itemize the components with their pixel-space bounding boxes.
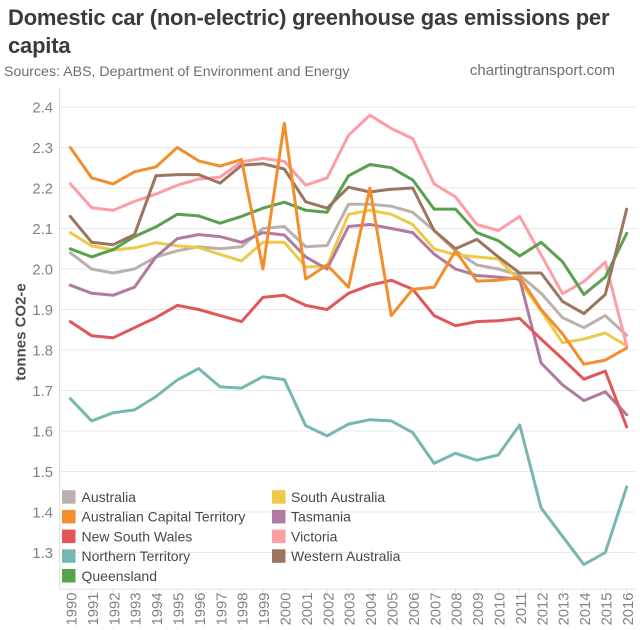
svg-text:1994: 1994	[150, 593, 166, 626]
svg-text:2003: 2003	[343, 593, 359, 626]
svg-text:2.2: 2.2	[32, 181, 53, 197]
svg-text:1997: 1997	[214, 593, 230, 626]
svg-text:Queensland: Queensland	[82, 568, 158, 584]
svg-text:1.9: 1.9	[32, 303, 53, 319]
svg-text:1999: 1999	[257, 593, 273, 626]
svg-text:1990: 1990	[65, 593, 81, 626]
svg-text:1991: 1991	[86, 593, 102, 626]
svg-text:2010: 2010	[493, 593, 509, 626]
svg-text:2.3: 2.3	[32, 141, 53, 157]
svg-text:2.4: 2.4	[32, 100, 53, 116]
svg-text:2.0: 2.0	[32, 262, 53, 278]
svg-text:Victoria: Victoria	[291, 528, 338, 544]
svg-text:2007: 2007	[428, 593, 444, 626]
svg-text:1.6: 1.6	[32, 424, 53, 440]
svg-text:2014: 2014	[578, 593, 594, 626]
svg-text:Tasmania: Tasmania	[291, 509, 351, 525]
svg-text:1993: 1993	[129, 593, 145, 626]
svg-text:2002: 2002	[321, 593, 337, 626]
svg-text:Australian Capital Territory: Australian Capital Territory	[82, 509, 246, 525]
svg-text:2016: 2016	[621, 593, 637, 626]
svg-text:2004: 2004	[364, 593, 380, 626]
svg-text:1.8: 1.8	[32, 343, 53, 359]
svg-text:1992: 1992	[107, 593, 123, 626]
svg-text:2011: 2011	[514, 593, 530, 625]
svg-text:1995: 1995	[172, 593, 188, 626]
svg-text:tonnes CO2-e: tonnes CO2-e	[13, 283, 30, 381]
svg-text:1996: 1996	[193, 593, 209, 626]
svg-text:2001: 2001	[300, 593, 316, 626]
svg-text:1.4: 1.4	[32, 505, 53, 521]
svg-text:1.3: 1.3	[32, 546, 53, 562]
svg-text:2.1: 2.1	[32, 222, 53, 238]
svg-text:1.5: 1.5	[32, 465, 53, 481]
svg-text:South Australia: South Australia	[291, 489, 385, 505]
svg-text:New South Wales: New South Wales	[82, 528, 193, 544]
svg-text:2006: 2006	[407, 593, 423, 626]
svg-text:2008: 2008	[450, 593, 466, 626]
svg-text:2012: 2012	[535, 593, 551, 626]
svg-text:2000: 2000	[279, 593, 295, 626]
svg-text:Western Australia: Western Australia	[291, 548, 401, 564]
svg-text:2005: 2005	[386, 593, 402, 626]
svg-text:2009: 2009	[471, 593, 487, 626]
svg-text:Northern Territory: Northern Territory	[82, 548, 191, 564]
svg-text:2015: 2015	[600, 593, 616, 626]
svg-text:Australia: Australia	[82, 489, 137, 505]
svg-text:1998: 1998	[236, 593, 252, 626]
svg-text:1.7: 1.7	[32, 384, 53, 400]
svg-text:2013: 2013	[557, 593, 573, 626]
